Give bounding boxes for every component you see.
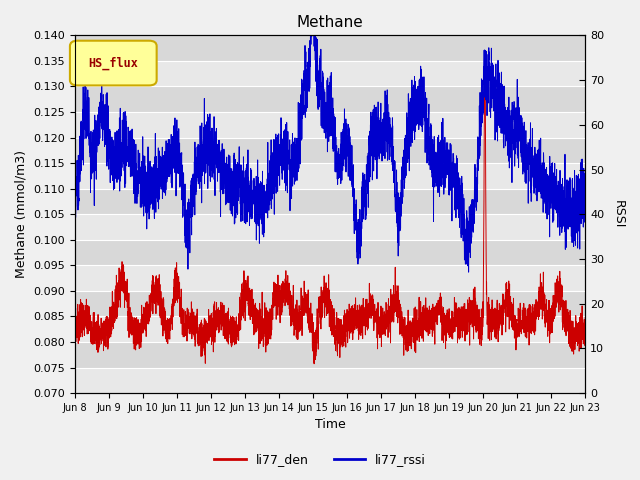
Bar — [75, 265, 585, 291]
Title: Methane: Methane — [297, 15, 364, 30]
Text: HS_flux: HS_flux — [88, 57, 138, 70]
Bar — [75, 163, 585, 189]
FancyBboxPatch shape — [70, 41, 157, 85]
Bar — [75, 240, 585, 265]
Bar — [75, 368, 585, 393]
Bar — [75, 316, 585, 342]
Bar — [75, 342, 585, 368]
Legend: li77_den, li77_rssi: li77_den, li77_rssi — [209, 448, 431, 471]
Bar — [75, 36, 585, 61]
Y-axis label: RSSI: RSSI — [612, 200, 625, 228]
Bar — [75, 214, 585, 240]
Bar — [75, 189, 585, 214]
Bar — [75, 138, 585, 163]
Y-axis label: Methane (mmol/m3): Methane (mmol/m3) — [15, 150, 28, 278]
X-axis label: Time: Time — [315, 419, 346, 432]
Bar — [75, 86, 585, 112]
Bar — [75, 291, 585, 316]
Bar — [75, 112, 585, 138]
Bar — [75, 61, 585, 86]
